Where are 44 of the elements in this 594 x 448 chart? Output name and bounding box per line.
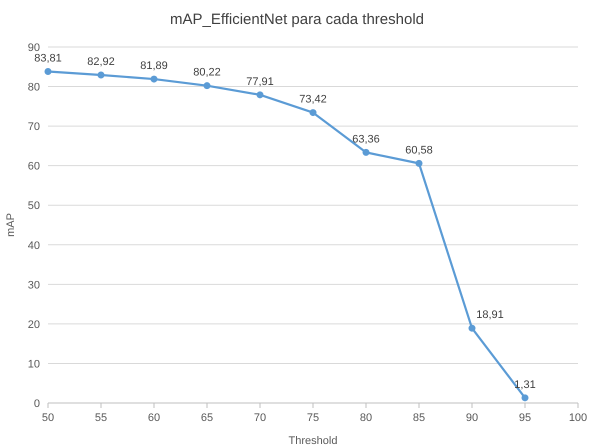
x-tick-label: 80 <box>360 412 372 424</box>
y-tick-label: 20 <box>28 318 40 331</box>
x-tick-label: 100 <box>568 412 588 424</box>
y-tick-label: 40 <box>28 240 40 252</box>
data-label: 63,36 <box>352 133 380 146</box>
x-tick-label: 65 <box>200 412 214 424</box>
point <box>310 109 316 116</box>
point <box>522 394 528 402</box>
y-tick-label: 80 <box>28 82 40 94</box>
point <box>204 82 210 90</box>
data-label: 80,22 <box>193 66 221 79</box>
y-tick-label: 0 <box>34 398 40 410</box>
point <box>416 160 422 167</box>
point <box>256 91 264 98</box>
data-label: 82,92 <box>87 56 115 68</box>
x-axis-title: Threshold <box>288 435 338 447</box>
data-label: 77,91 <box>246 76 274 88</box>
x-tick-label: 85 <box>412 412 426 424</box>
y-tick-label: 10 <box>28 358 40 370</box>
point <box>468 324 476 332</box>
data-label: 18,91 <box>476 309 504 322</box>
x-tick-label: 55 <box>94 412 108 424</box>
data-label: 73,42 <box>299 94 327 106</box>
y-tick-label: 70 <box>28 121 40 134</box>
y-tick-label: 50 <box>28 200 40 212</box>
point <box>150 76 158 83</box>
y-axis-title: mAP <box>5 213 17 237</box>
y-tick-label: 30 <box>28 279 40 292</box>
chart-title: mAP_EfficientNet para cada threshold <box>170 11 424 28</box>
x-tick-label: 95 <box>518 412 532 424</box>
x-tick-label: 60 <box>148 412 160 424</box>
x-tick-label: 50 <box>42 412 54 424</box>
y-tick-label: 90 <box>28 42 40 54</box>
x-tick-label: 75 <box>306 412 320 424</box>
x-tick-label: 70 <box>254 412 266 424</box>
x-tick-label: 90 <box>466 412 478 424</box>
data-label: 83,81 <box>34 52 62 64</box>
y-tick-label: 60 <box>28 160 40 173</box>
point <box>44 68 52 75</box>
data-label: 60,58 <box>405 144 433 156</box>
data-label: 1,31 <box>514 378 536 391</box>
data-label: 81,89 <box>140 60 168 72</box>
point <box>98 72 104 79</box>
point <box>362 148 370 156</box>
